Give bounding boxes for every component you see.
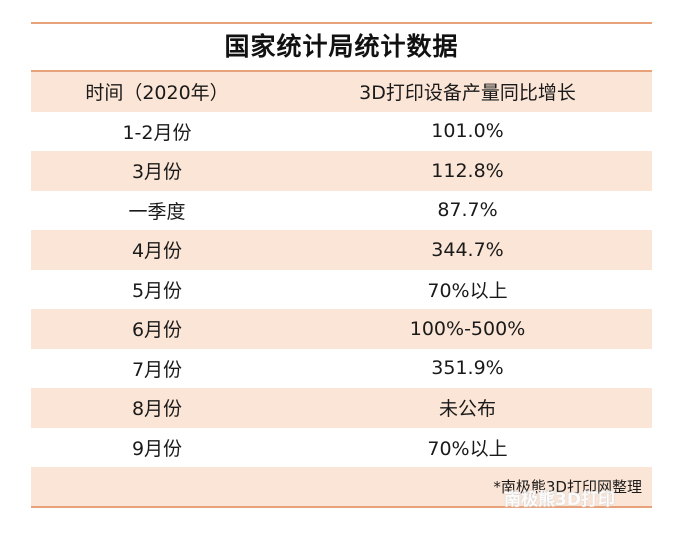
row-growth: 112.8%	[431, 159, 504, 182]
row-time: 6月份	[131, 319, 183, 342]
row-growth: 70%以上	[427, 437, 508, 460]
row-growth: 100%-500%	[409, 317, 526, 340]
header-row: 时间（2020年） 3D打印设备产量同比增长	[31, 72, 652, 112]
source-note-row: *南极熊3D打印网整理	[31, 467, 652, 506]
row-growth: 70%以上	[427, 279, 508, 302]
row-growth: 344.7%	[431, 238, 504, 261]
row-time: 1-2月份	[122, 121, 192, 144]
table-row: 5月份 70%以上	[31, 270, 652, 310]
header-growth: 3D打印设备产量同比增长	[359, 82, 576, 105]
row-time: 一季度	[128, 200, 186, 223]
table-row: 3月份 112.8%	[31, 151, 652, 191]
title-rule	[31, 70, 652, 72]
row-time: 4月份	[131, 240, 183, 263]
row-growth: 101.0%	[431, 120, 504, 143]
table-row: 1-2月份 101.0%	[31, 112, 652, 152]
row-growth: 351.9%	[431, 357, 504, 380]
table-row: 4月份 344.7%	[31, 230, 652, 270]
row-time: 5月份	[131, 279, 183, 302]
table-title: 国家统计局统计数据	[224, 32, 459, 61]
statistics-table: 国家统计局统计数据 时间（2020年） 3D打印设备产量同比增长 1-2月份 1…	[31, 22, 652, 508]
table-row: 6月份 100%-500%	[31, 309, 652, 349]
header-time: 时间（2020年）	[85, 82, 229, 105]
row-growth: 87.7%	[437, 199, 498, 222]
table-row: 一季度 87.7%	[31, 191, 652, 231]
bottom-rule	[31, 506, 652, 508]
table-row: 8月份 未公布	[31, 388, 652, 428]
row-time: 8月份	[131, 398, 183, 421]
table-row: 9月份 70%以上	[31, 428, 652, 468]
row-time: 9月份	[131, 437, 183, 460]
table-row: 7月份 351.9%	[31, 349, 652, 389]
source-note: *南极熊3D打印网整理	[493, 478, 642, 496]
row-time: 7月份	[131, 358, 183, 381]
row-growth: 未公布	[438, 398, 496, 421]
top-rule	[31, 22, 652, 24]
watermark-text: 南极熊3D打印	[504, 490, 615, 510]
row-time: 3月份	[131, 161, 183, 184]
